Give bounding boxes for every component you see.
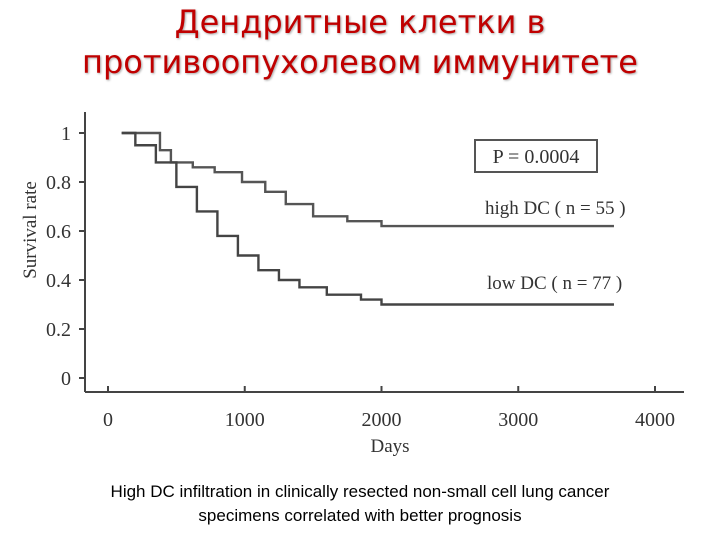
x-tick-label: 1000 bbox=[225, 409, 265, 431]
x-tick-label: 2000 bbox=[362, 409, 402, 431]
x-axis-ticks: 0 1000 2000 3000 4000 bbox=[103, 386, 675, 431]
series-line-high-dc bbox=[121, 131, 614, 228]
y-axis-ticks: 0 0.2 0.4 0.6 0.8 1 bbox=[46, 123, 85, 390]
caption-line1: High DC infiltration in clinically resec… bbox=[110, 482, 610, 501]
slide-caption: High DC infiltration in clinically resec… bbox=[30, 480, 690, 528]
p-value-frame bbox=[474, 139, 598, 173]
survival-chart: 0 0.2 0.4 0.6 0.8 1 0 1000 2000 3000 4000 Days Su… bbox=[20, 112, 684, 457]
series-layer bbox=[121, 131, 614, 306]
x-axis-label: Days bbox=[370, 436, 409, 457]
y-axis-label: Survival rate bbox=[20, 181, 41, 279]
x-tick-label: 3000 bbox=[498, 409, 538, 431]
x-tick-label: 0 bbox=[103, 409, 113, 431]
p-value-box: P = 0.0004 bbox=[474, 139, 598, 173]
legend-high-dc: high DC ( n = 55 ) bbox=[485, 198, 626, 219]
plot-frame bbox=[84, 112, 684, 393]
y-tick-label: 0 bbox=[61, 368, 71, 390]
y-tick-label: 0.4 bbox=[46, 270, 71, 292]
p-value-text: P = 0.0004 bbox=[493, 146, 580, 168]
slide-title-line2: противоопухолевом иммунитете bbox=[82, 43, 638, 81]
y-tick-label: 0.6 bbox=[46, 221, 71, 243]
series-line-low-dc bbox=[121, 131, 614, 306]
slide-title-line1: Дендритные клетки в bbox=[174, 3, 546, 41]
slide-title: Дендритные клетки в противоопухолевом им… bbox=[0, 0, 720, 82]
y-tick-label: 1 bbox=[61, 123, 71, 145]
caption-line2: specimens correlated with better prognos… bbox=[198, 506, 522, 525]
y-tick-label: 0.8 bbox=[46, 172, 71, 194]
x-tick-label: 4000 bbox=[635, 409, 675, 431]
legend-low-dc: low DC ( n = 77 ) bbox=[487, 273, 622, 294]
y-tick-label: 0.2 bbox=[46, 319, 71, 341]
